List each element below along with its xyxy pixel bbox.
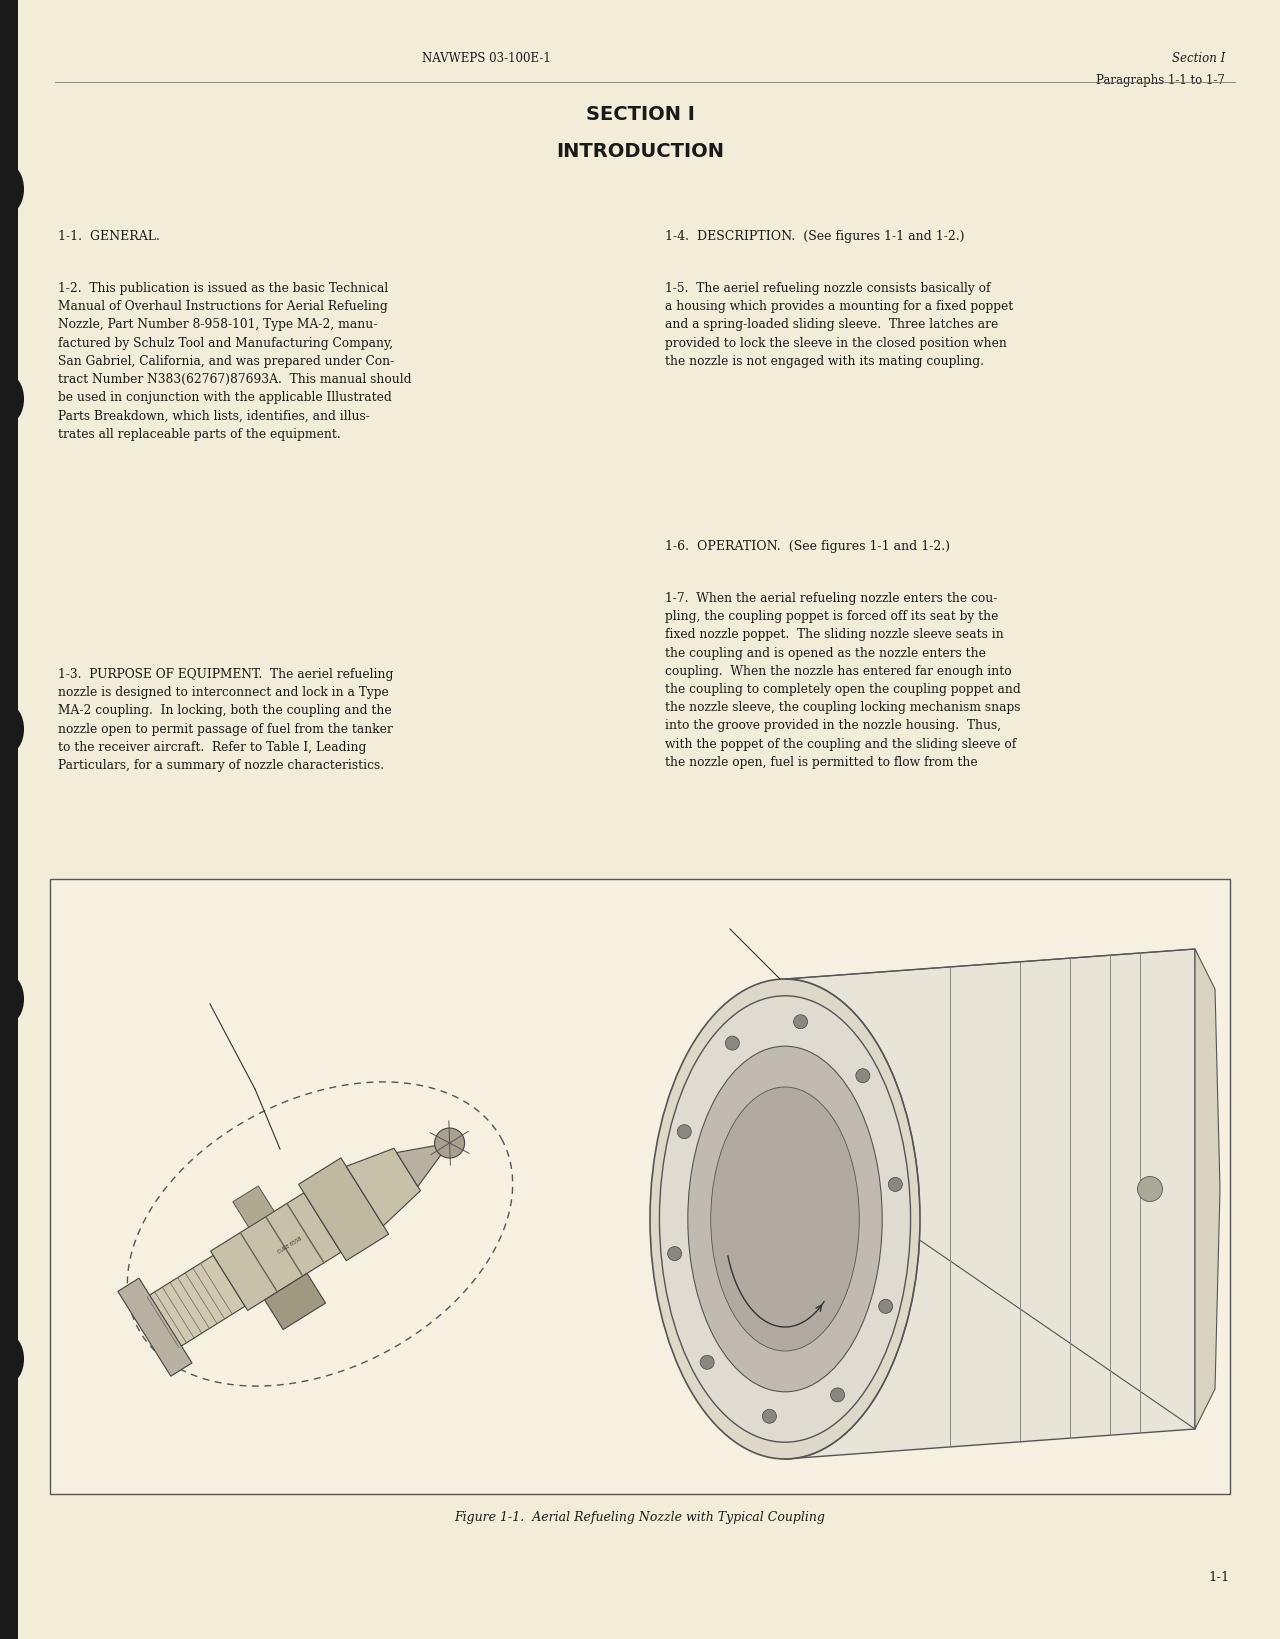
Text: 1-4.  DESCRIPTION.  (See figures 1-1 and 1-2.): 1-4. DESCRIPTION. (See figures 1-1 and 1… [666,229,965,243]
Ellipse shape [726,1036,740,1051]
Ellipse shape [856,1069,870,1083]
Polygon shape [118,1278,192,1377]
Ellipse shape [831,1388,845,1401]
Polygon shape [265,1274,325,1329]
Text: Paragraphs 1-1 to 1-7: Paragraphs 1-1 to 1-7 [1096,74,1225,87]
Polygon shape [211,1193,340,1311]
Ellipse shape [677,1124,691,1139]
Text: TYPICAL COUPLING: TYPICAL COUPLING [675,895,786,905]
Text: NAVWEPS 03-100E-1: NAVWEPS 03-100E-1 [422,52,550,66]
Ellipse shape [650,978,920,1459]
Ellipse shape [763,1410,777,1423]
Text: TYPE MA-2: TYPE MA-2 [105,972,165,982]
Ellipse shape [710,1087,859,1351]
Text: CURE 6558: CURE 6558 [276,1236,302,1255]
Text: Section I: Section I [1171,52,1225,66]
Ellipse shape [0,1336,24,1383]
Ellipse shape [794,1015,808,1029]
Polygon shape [1196,949,1220,1429]
Ellipse shape [700,1355,714,1369]
Text: Figure 1-1.  Aerial Refueling Nozzle with Typical Coupling: Figure 1-1. Aerial Refueling Nozzle with… [454,1511,826,1524]
Text: AERIAL REFUELING NOZZLE: AERIAL REFUELING NOZZLE [105,951,266,959]
Text: SECTION I: SECTION I [585,105,695,125]
Ellipse shape [878,1300,892,1313]
Bar [50,879,1230,1495]
Ellipse shape [0,705,24,752]
Polygon shape [785,949,1196,1459]
Polygon shape [146,1255,244,1349]
Text: 1-6.  OPERATION.  (See figures 1-1 and 1-2.): 1-6. OPERATION. (See figures 1-1 and 1-2… [666,539,950,552]
Text: PART NUMBER 8-958-101: PART NUMBER 8-958-101 [105,993,244,1003]
Text: 1-5.  The aeriel refueling nozzle consists basically of
a housing which provides: 1-5. The aeriel refueling nozzle consist… [666,282,1014,367]
Polygon shape [347,1149,420,1226]
Polygon shape [397,1142,449,1187]
Ellipse shape [1138,1177,1162,1201]
Text: INTRODUCTION: INTRODUCTION [556,143,724,161]
Bar [0,0,18,1639]
Text: 1-7.  When the aerial refueling nozzle enters the cou-
pling, the coupling poppe: 1-7. When the aerial refueling nozzle en… [666,592,1020,769]
Polygon shape [298,1157,389,1260]
Text: 1-3.  PURPOSE OF EQUIPMENT.  The aeriel refueling
nozzle is designed to intercon: 1-3. PURPOSE OF EQUIPMENT. The aeriel re… [58,669,393,772]
Ellipse shape [0,375,24,423]
Text: 1-2.  This publication is issued as the basic Technical
Manual of Overhaul Instr: 1-2. This publication is issued as the b… [58,282,411,441]
Text: 1-1: 1-1 [1208,1572,1230,1583]
Ellipse shape [659,997,910,1442]
Ellipse shape [0,975,24,1023]
Ellipse shape [888,1177,902,1192]
Text: TYPE MA-2: TYPE MA-2 [700,919,760,929]
Ellipse shape [668,1247,682,1260]
Ellipse shape [435,1128,465,1159]
Ellipse shape [687,1046,882,1392]
Polygon shape [233,1187,274,1228]
Ellipse shape [0,166,24,213]
Text: 1-1.  GENERAL.: 1-1. GENERAL. [58,229,160,243]
